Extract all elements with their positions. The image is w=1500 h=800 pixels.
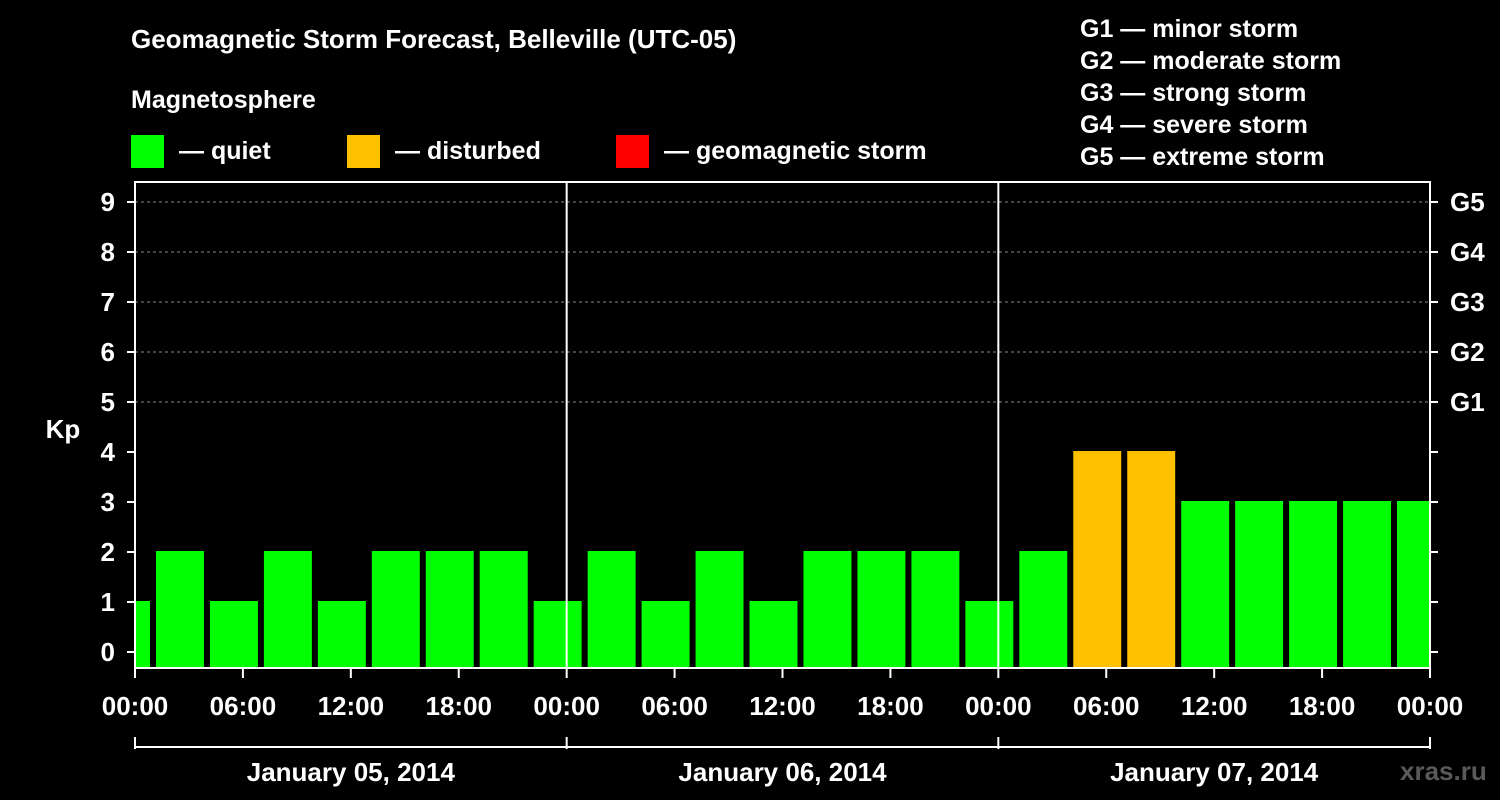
watermark: xras.ru [1400, 756, 1487, 786]
kp-bar [533, 601, 582, 668]
storm-scale-g1: G1 — minor storm [1080, 15, 1299, 43]
legend-item-quiet: — quiet [131, 134, 271, 168]
kp-bar [911, 551, 960, 668]
legend-item-storm: — geomagnetic storm [616, 134, 927, 168]
y-tick-label: 1 [101, 587, 115, 617]
y-tick-label: 0 [101, 637, 115, 667]
legend-item-disturbed: — disturbed [347, 134, 541, 168]
y-tick-label: 7 [101, 287, 115, 317]
x-tick-label: 00:00 [965, 691, 1032, 721]
y-tick-label: 4 [101, 437, 116, 467]
legend-label-quiet: — quiet [179, 136, 271, 165]
kp-bar [371, 551, 420, 668]
kp-bar [135, 601, 150, 668]
x-tick-label: 06:00 [210, 691, 277, 721]
kp-bar [1289, 501, 1338, 668]
kp-bar [317, 601, 366, 668]
g-scale-label: G5 [1450, 187, 1485, 217]
storm-scale-g2: G2 — moderate storm [1080, 47, 1342, 75]
legend-label-storm: — geomagnetic storm [664, 136, 927, 165]
storm-scale-g4: G4 — severe storm [1080, 111, 1308, 139]
g-scale-label: G3 [1450, 287, 1485, 317]
kp-bar [1073, 451, 1122, 668]
kp-bar [1343, 501, 1392, 668]
x-tick-label: 18:00 [1289, 691, 1356, 721]
kp-bar [425, 551, 474, 668]
y-tick-label: 9 [101, 187, 115, 217]
y-tick-label: 6 [101, 337, 115, 367]
kp-bar [749, 601, 798, 668]
x-tick-label: 00:00 [102, 691, 169, 721]
g-scale-label: G1 [1450, 387, 1485, 417]
kp-bar [965, 601, 1014, 668]
y-tick-label: 2 [101, 537, 115, 567]
kp-bar [155, 551, 204, 668]
y-tick-label: 8 [101, 237, 115, 267]
storm-scale-g5: G5 — extreme storm [1080, 143, 1325, 171]
kp-bar [857, 551, 906, 668]
g-scale-label: G2 [1450, 337, 1485, 367]
x-tick-label: 00:00 [1397, 691, 1464, 721]
kp-bar [263, 551, 312, 668]
kp-bar [1127, 451, 1176, 668]
quiet-swatch [131, 134, 164, 168]
kp-bar [803, 551, 852, 668]
kp-bar [641, 601, 690, 668]
kp-bar [1019, 551, 1068, 668]
x-tick-label: 12:00 [1181, 691, 1248, 721]
y-tick-label: 3 [101, 487, 115, 517]
y-tick-label: 5 [101, 387, 115, 417]
day-label: January 07, 2014 [1110, 757, 1319, 787]
storm-swatch [616, 134, 649, 168]
kp-bar [587, 551, 636, 668]
legend-label-disturbed: — disturbed [395, 136, 541, 165]
kp-bar [1235, 501, 1284, 668]
kp-bar [1181, 501, 1230, 668]
day-label: January 05, 2014 [247, 757, 456, 787]
kp-bar [479, 551, 528, 668]
x-tick-label: 06:00 [1073, 691, 1140, 721]
kp-bar [1397, 501, 1430, 668]
x-tick-label: 18:00 [426, 691, 493, 721]
kp-bar [695, 551, 744, 668]
x-tick-label: 06:00 [641, 691, 708, 721]
x-tick-label: 12:00 [318, 691, 385, 721]
x-tick-label: 00:00 [533, 691, 600, 721]
day-label: January 06, 2014 [678, 757, 887, 787]
x-tick-label: 18:00 [857, 691, 924, 721]
y-axis-label: Kp [46, 414, 81, 444]
storm-scale-g3: G3 — strong storm [1080, 79, 1307, 107]
disturbed-swatch [347, 134, 380, 168]
x-tick-label: 12:00 [749, 691, 816, 721]
g-scale-label: G4 [1450, 237, 1485, 267]
legend-subtitle: Magnetosphere [131, 86, 316, 114]
kp-bar [209, 601, 258, 668]
chart-title: Geomagnetic Storm Forecast, Belleville (… [131, 24, 737, 54]
